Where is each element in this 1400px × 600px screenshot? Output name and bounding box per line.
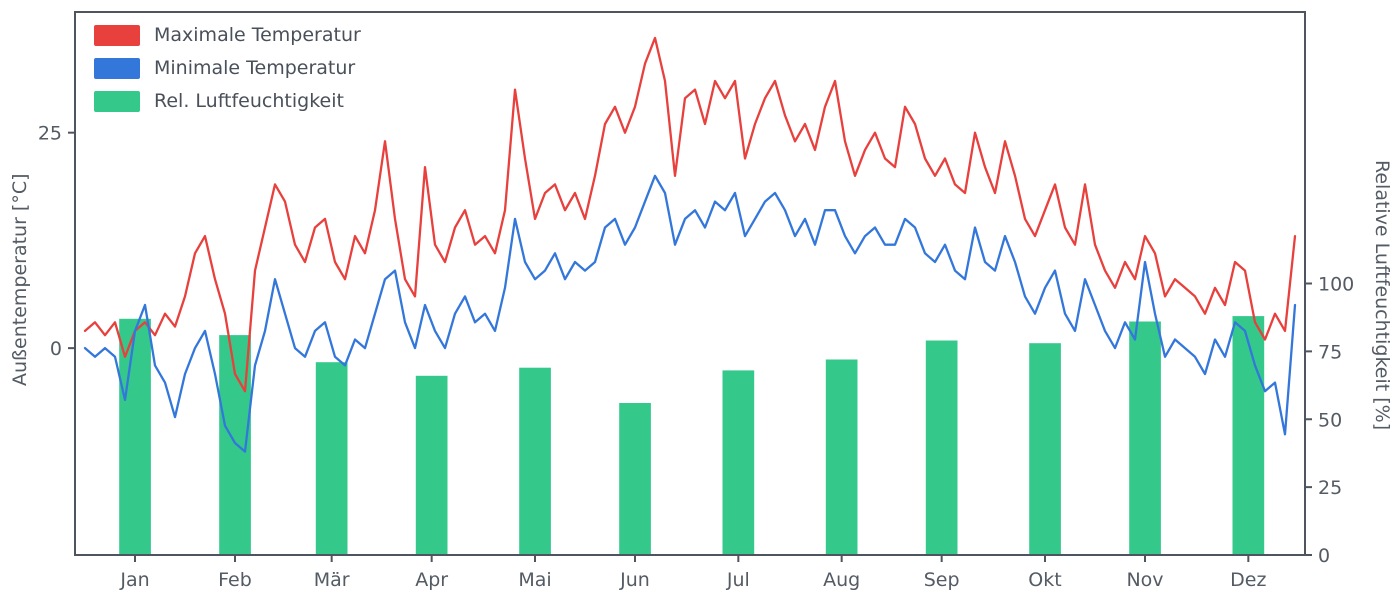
humidity-bar [825,359,858,555]
legend-item-humidity: Rel. Luftfeuchtigkeit [94,90,361,112]
right-tick-label: 75 [1318,341,1342,363]
humidity-bar [315,362,348,555]
x-tick-label: Jun [619,569,650,591]
legend-swatch-min-temp [94,57,140,79]
x-tick-label: Jan [119,569,149,591]
humidity-bar [415,375,448,555]
min-temp-line [83,174,1297,453]
humidity-bar [119,318,151,555]
legend-item-min-temp: Minimale Temperatur [94,57,361,79]
humidity-bar [722,370,755,555]
x-tick-label: Aug [823,569,860,591]
legend-label-max-temp: Maximale Temperatur [154,24,361,46]
legend: Maximale Temperatur Minimale Temperatur … [94,24,361,112]
x-tick-label: Dez [1230,569,1266,591]
legend-label-humidity: Rel. Luftfeuchtigkeit [154,90,344,112]
x-tick-label: Nov [1126,569,1163,591]
x-tick-label: Apr [415,569,448,591]
right-tick-label: 50 [1318,409,1342,431]
x-tick-label: Sep [924,569,960,591]
left-tick-label: 0 [50,338,62,360]
legend-item-max-temp: Maximale Temperatur [94,24,361,46]
max-temp-line [83,36,1297,393]
left-axis-label: Außentemperatur [°C] [9,173,31,387]
x-tick-label: Feb [218,569,252,591]
humidity-bar [1232,316,1265,555]
legend-swatch-max-temp [94,24,140,46]
right-tick-label: 0 [1318,545,1330,567]
x-tick-label: Okt [1028,569,1061,591]
legend-label-min-temp: Minimale Temperatur [154,57,356,79]
legend-swatch-humidity [94,90,140,112]
humidity-bar [619,403,651,555]
humidity-bar [1029,343,1061,555]
right-axis-label: Relative Luftfeuchtigkeit [%] [1371,159,1393,431]
right-tick-label: 100 [1318,274,1354,296]
x-tick-label: Mär [314,569,350,591]
humidity-bar [1129,321,1161,555]
right-tick-label: 25 [1318,477,1342,499]
x-tick-label: Mai [518,569,551,591]
x-tick-label: Jul [726,569,750,591]
humidity-bar [519,367,551,555]
left-tick-label: 25 [38,123,62,145]
humidity-bar [925,340,958,555]
